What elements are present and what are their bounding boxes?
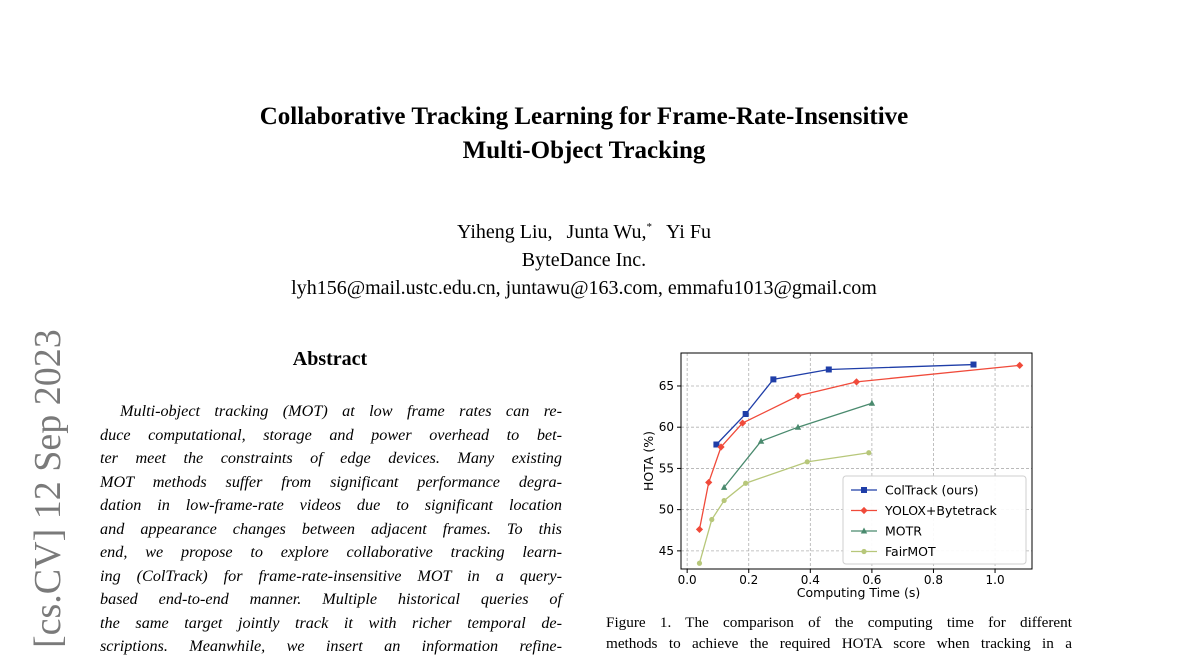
data-point — [794, 423, 802, 430]
y-tick-label: 45 — [659, 544, 674, 558]
legend-marker — [860, 506, 868, 515]
data-point — [804, 459, 810, 465]
abstract-line: scriptions. Meanwhile, we insert an info… — [100, 637, 562, 655]
data-point — [866, 450, 872, 456]
data-point — [713, 441, 720, 448]
y-tick-label: 50 — [659, 503, 674, 517]
abstract-line: MOT methods suffer from significant perf… — [100, 472, 562, 491]
chart-legend: ColTrack (ours) YOLOX+Bytetrack MOTR FairMO… — [842, 475, 1027, 565]
title-line: Collaborative Tracking Learning for Fram… — [259, 103, 909, 130]
data-point — [721, 497, 727, 504]
author-name: Junta Wu, — [566, 221, 647, 243]
legend-label: YOLOX+Bytetrack — [884, 503, 998, 518]
abstract-line: end, we propose to explore collaborative… — [100, 543, 562, 561]
legend-marker — [860, 527, 868, 534]
abstract-line: Multi-object tracking (MOT) at low frame… — [120, 402, 562, 420]
arxiv-identifier-stamp: [cs.CV] 12 Sep 2023 — [27, 329, 69, 648]
x-tick-label: 0.4 — [801, 573, 820, 587]
data-point — [720, 483, 728, 490]
series-coltrack-ours- — [713, 361, 977, 448]
abstract-line: duce computational, storage and power ov… — [100, 425, 562, 444]
corresponding-marker: * — [646, 221, 652, 233]
abstract-line: ing (ColTrack) for frame-rate-insensitiv… — [100, 566, 562, 585]
author-emails: lyh156@mail.ustc.edu.cn, juntawu@163.com… — [291, 277, 877, 299]
abstract-line: dation in low-frame-rate videos due to s… — [100, 496, 562, 514]
data-point — [868, 399, 876, 406]
title-line: Multi-Object Tracking — [462, 137, 706, 164]
data-point — [743, 480, 749, 486]
data-point — [705, 478, 713, 487]
author-name: Yiheng Liu, — [456, 221, 553, 243]
x-tick-label: 0.0 — [678, 573, 697, 587]
y-tick-label: 60 — [659, 420, 674, 434]
x-tick-label: 1.0 — [986, 573, 1005, 587]
data-point — [696, 560, 703, 566]
data-point — [970, 361, 977, 368]
data-point — [1016, 361, 1024, 369]
caption-line: Figure 1. The comparison of the computin… — [606, 614, 1072, 631]
data-point — [742, 411, 749, 418]
author-name: Yi Fu — [665, 221, 711, 243]
data-point — [757, 437, 765, 444]
legend-label: MOTR — [885, 524, 922, 539]
paper-title: Collaborative Tracking Learning for Fram… — [0, 100, 1168, 168]
data-point — [709, 516, 715, 523]
legend-label: ColTrack (ours) — [885, 483, 979, 498]
figure-1: 0.0 0.2 0.4 0.6 0.8 1.0 45 50 55 60 65 Computing Ti… — [636, 346, 1036, 606]
author-names: Yiheng Liu, Junta Wu,* Yi Fu — [0, 213, 1168, 246]
abstract-line: and appearance changes between adjacent … — [100, 519, 562, 538]
legend-label: FairMOT — [885, 544, 936, 559]
caption-line: methods to achieve the required HOTA sco… — [606, 635, 1072, 652]
data-point — [825, 366, 832, 373]
y-tick-label: 55 — [659, 461, 674, 475]
abstract-line: ter meet the constraints of edge devices… — [100, 449, 562, 467]
abstract-heading: Abstract — [292, 348, 368, 370]
hota-vs-computing-time-chart: 0.0 0.2 0.4 0.6 0.8 1.0 45 50 55 60 65 Computing Ti… — [641, 352, 1033, 600]
data-point — [852, 378, 861, 386]
y-tick-label: 65 — [659, 379, 674, 393]
abstract-body: Multi-object tracking (MOT) at low frame… — [100, 400, 562, 659]
legend-marker — [861, 487, 867, 493]
x-tick-label: 0.8 — [924, 573, 943, 587]
abstract-line: based end-to-end manner. Multiple histor… — [100, 590, 562, 608]
series-motr — [720, 399, 876, 490]
series-line — [715, 363, 974, 445]
data-point — [770, 376, 777, 383]
series-line — [723, 402, 873, 488]
abstract-line: the same target jointly track it with ri… — [100, 613, 562, 632]
data-point — [695, 525, 704, 534]
author-block: Yiheng Liu, Junta Wu,* Yi Fu ByteDance Inc… — [0, 213, 1168, 302]
affiliation: ByteDance Inc. — [521, 249, 647, 271]
x-axis-label: Computing Time (s) — [797, 585, 920, 600]
data-point — [794, 392, 802, 400]
plot-frame — [680, 352, 1033, 570]
legend-marker — [861, 548, 867, 555]
y-axis-label: HOTA (%) — [641, 431, 656, 491]
x-tick-label: 0.2 — [739, 573, 758, 587]
series-fairmot — [696, 450, 872, 566]
legend-box — [842, 475, 1027, 565]
series-line — [698, 452, 869, 564]
x-tick-label: 0.6 — [862, 573, 881, 587]
